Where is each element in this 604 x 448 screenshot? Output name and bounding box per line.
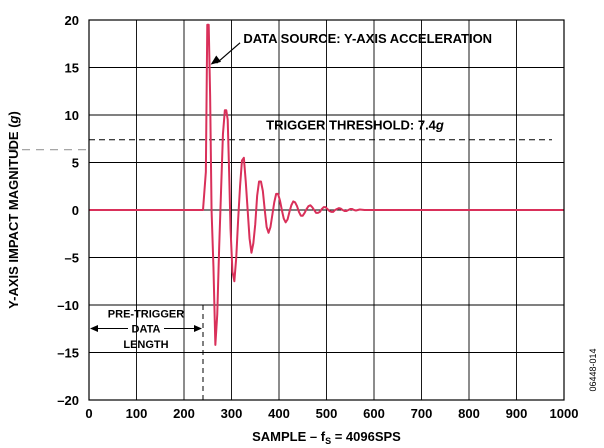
- pre-trigger-arrowhead-left: [90, 325, 98, 333]
- trigger-threshold-label: TRIGGER THRESHOLD: 7.4g: [266, 117, 444, 132]
- y-tick-label: –10: [57, 298, 79, 313]
- y-axis-title-main: Y-AXIS IMPACT MAGNITUDE (: [6, 123, 21, 309]
- y-tick-label: 10: [65, 108, 79, 123]
- figure-code: 06448-014: [588, 348, 598, 391]
- y-tick-label: –20: [57, 393, 79, 408]
- y-tick-label: 15: [65, 61, 79, 76]
- y-axis-title: Y-AXIS IMPACT MAGNITUDE (g): [6, 111, 21, 309]
- x-tick-label: 900: [506, 406, 528, 421]
- series-line: [89, 23, 564, 346]
- x-tick-label: 300: [221, 406, 243, 421]
- pre-trigger-label-line1: PRE-TRIGGER: [108, 308, 184, 320]
- pre-trigger-label-line2: DATA: [132, 324, 161, 336]
- data-source-label: DATA SOURCE: Y-AXIS ACCELERATION: [243, 31, 492, 46]
- data-source-arrow: [216, 42, 241, 64]
- x-tick-label: 500: [316, 406, 338, 421]
- y-axis-title-tail: ): [6, 111, 21, 115]
- x-tick-label: 800: [458, 406, 480, 421]
- trigger-threshold-text: TRIGGER THRESHOLD: 7.4: [266, 117, 437, 132]
- pre-trigger-arrowhead-right: [194, 325, 202, 333]
- x-axis-title-subscript: S: [325, 436, 331, 446]
- x-tick-label: 1000: [550, 406, 579, 421]
- x-axis-title: SAMPLE – fS = 4096SPS: [252, 429, 401, 446]
- y-tick-label: –15: [57, 346, 79, 361]
- x-tick-labels: 0 100 200 300 400 500 600 700 800 900 1000: [85, 406, 578, 421]
- reference-lines: [8, 139, 552, 400]
- series-layer: [89, 23, 564, 346]
- y-axis-title-unit: g: [6, 115, 21, 124]
- y-tick-label: 5: [72, 156, 79, 171]
- y-tick-label: 20: [65, 13, 79, 28]
- pre-trigger-annotation: PRE-TRIGGER DATA LENGTH: [90, 308, 202, 351]
- x-tick-label: 400: [268, 406, 290, 421]
- y-tick-label: –5: [65, 251, 79, 266]
- y-tick-labels: 20 15 10 5 0 –5 –10 –15 –20: [57, 13, 79, 408]
- x-axis-title-tail: = 4096SPS: [331, 429, 401, 444]
- x-tick-label: 600: [363, 406, 385, 421]
- x-tick-label: 200: [173, 406, 195, 421]
- x-axis-title-main: SAMPLE – f: [252, 429, 326, 444]
- trigger-threshold-unit: g: [435, 117, 444, 132]
- pre-trigger-label-line3: LENGTH: [123, 339, 168, 351]
- x-tick-label: 0: [85, 406, 92, 421]
- data-source-arrowhead: [210, 55, 222, 65]
- plot-frame: [88, 19, 565, 401]
- x-tick-label: 100: [126, 406, 148, 421]
- x-tick-label: 700: [411, 406, 433, 421]
- y-tick-label: 0: [72, 203, 79, 218]
